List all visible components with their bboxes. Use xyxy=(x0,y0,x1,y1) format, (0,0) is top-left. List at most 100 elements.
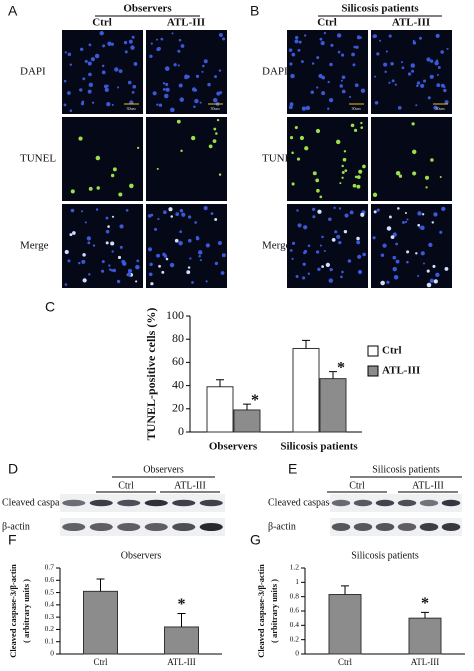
cell xyxy=(357,254,362,259)
cell xyxy=(79,88,83,92)
cell xyxy=(288,48,293,52)
cell xyxy=(382,243,387,248)
cell xyxy=(303,225,308,230)
cell xyxy=(174,238,179,243)
cell xyxy=(374,75,377,78)
cell xyxy=(87,241,91,245)
cell xyxy=(406,260,409,264)
blot-band xyxy=(117,499,141,507)
row-label: Merge xyxy=(262,240,291,252)
blot-band xyxy=(419,523,439,531)
cell xyxy=(180,44,185,48)
cell xyxy=(303,249,308,254)
significance: * xyxy=(421,595,429,612)
y-tick-label: 80 xyxy=(172,331,184,345)
group-label: Observers xyxy=(123,3,172,15)
cell xyxy=(111,250,114,253)
cell xyxy=(401,61,404,64)
cell xyxy=(114,67,119,72)
cell xyxy=(72,231,76,235)
cell xyxy=(385,50,388,53)
cell xyxy=(117,255,122,260)
cell xyxy=(87,61,92,66)
cell xyxy=(335,139,341,145)
cell xyxy=(341,89,346,94)
cell xyxy=(384,70,387,74)
x-tick-label: Ctrl xyxy=(338,657,353,667)
cell xyxy=(162,82,166,85)
cell xyxy=(344,213,349,218)
cell xyxy=(198,255,201,258)
blot-band xyxy=(62,523,86,531)
micrograph xyxy=(371,117,452,201)
cell xyxy=(404,211,407,214)
y-tick-label: 0 xyxy=(178,424,184,438)
cell xyxy=(162,88,166,91)
row-label: Cleaved caspase-3 xyxy=(2,497,76,508)
cell xyxy=(395,259,400,264)
cell xyxy=(419,226,423,229)
micrograph xyxy=(146,204,227,288)
y-tick-label: 20 xyxy=(172,401,184,415)
cell xyxy=(88,82,94,88)
cell xyxy=(101,269,105,273)
cell xyxy=(321,265,324,268)
cell xyxy=(193,105,196,109)
cell xyxy=(376,208,380,212)
cell xyxy=(312,207,316,212)
cell xyxy=(171,32,174,35)
cell xyxy=(70,189,75,194)
cell xyxy=(149,262,153,266)
cell xyxy=(128,39,133,44)
row-label: DAPI xyxy=(262,66,288,78)
cell xyxy=(67,52,72,57)
cell xyxy=(392,266,397,272)
cell xyxy=(316,56,320,60)
cell xyxy=(353,128,358,132)
error-bar xyxy=(243,403,251,410)
cell xyxy=(202,64,205,68)
cell xyxy=(105,241,109,245)
cell xyxy=(170,107,175,113)
cell xyxy=(398,174,403,178)
cell xyxy=(329,62,333,67)
cell xyxy=(69,109,73,112)
cell xyxy=(199,101,202,104)
blot-band xyxy=(199,499,223,507)
cell xyxy=(312,171,317,176)
cell xyxy=(101,64,105,68)
error-bar xyxy=(96,578,105,592)
cell xyxy=(416,81,421,85)
column-label: Ctrl xyxy=(118,480,134,491)
cell xyxy=(131,91,135,94)
cell xyxy=(307,244,311,248)
column-label: Ctrl xyxy=(349,480,365,491)
cell xyxy=(87,89,92,94)
cell xyxy=(392,255,397,260)
y-tick-label: 0 xyxy=(295,649,299,658)
cell xyxy=(165,87,170,92)
cell xyxy=(78,136,83,141)
cell xyxy=(397,106,402,110)
y-axis-label: Cleaved caspase-3/β-actin xyxy=(8,564,18,658)
cell xyxy=(122,261,127,266)
row-label: DAPI xyxy=(20,66,46,78)
cell xyxy=(294,39,299,44)
x-tick-label: ATL-III xyxy=(167,657,196,667)
cell xyxy=(328,217,332,222)
cell xyxy=(81,259,86,264)
cell xyxy=(147,214,152,218)
cell xyxy=(411,122,415,126)
cell xyxy=(352,63,356,67)
cell xyxy=(339,182,342,185)
panel-label: A xyxy=(8,3,18,19)
cell xyxy=(107,41,112,46)
cell xyxy=(358,169,363,174)
cell xyxy=(297,223,302,228)
y-tick-label: 0.2 xyxy=(290,634,300,643)
bar xyxy=(408,617,442,655)
cell xyxy=(169,262,175,268)
cell xyxy=(102,44,106,48)
cell xyxy=(315,178,320,183)
